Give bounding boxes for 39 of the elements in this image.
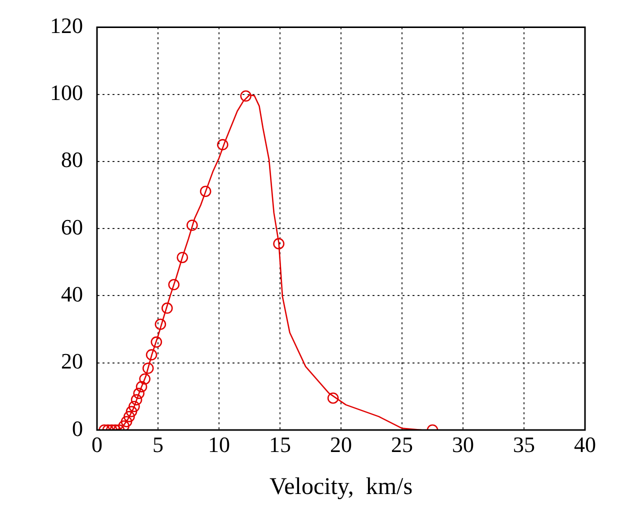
x-tick-label: 20 xyxy=(330,432,352,457)
x-tick-label: 30 xyxy=(452,432,474,457)
point xyxy=(146,349,158,360)
x-tick-label: 25 xyxy=(391,432,413,457)
x-tick-label: 0 xyxy=(92,432,102,457)
x-axis-title: Velocity, km/s xyxy=(269,474,413,500)
x-tick-label: 15 xyxy=(269,432,291,457)
point xyxy=(217,139,228,150)
point xyxy=(240,90,252,102)
point xyxy=(124,410,135,422)
point xyxy=(130,394,142,406)
point xyxy=(186,220,198,231)
y-tick-label: 80 xyxy=(61,147,83,172)
point xyxy=(154,318,166,330)
point xyxy=(327,392,339,404)
y-tick-label: 60 xyxy=(61,214,83,240)
point xyxy=(150,336,162,348)
y-tick-label: 0 xyxy=(72,416,83,441)
point xyxy=(142,362,154,374)
point xyxy=(128,400,140,412)
y-tick-label: 120 xyxy=(50,12,83,38)
y-tick-label: 40 xyxy=(61,282,83,307)
y-tick-label: 20 xyxy=(61,348,83,374)
point xyxy=(162,302,173,314)
x-tick-label: 10 xyxy=(208,432,230,457)
point xyxy=(133,388,144,400)
y-tick-label: 100 xyxy=(50,80,83,106)
point xyxy=(126,406,138,418)
point xyxy=(118,420,130,430)
point xyxy=(176,252,188,264)
x-tick-label: 5 xyxy=(152,432,164,457)
point xyxy=(136,381,148,392)
point xyxy=(120,416,132,428)
point xyxy=(200,186,212,197)
point xyxy=(168,279,180,290)
x-tick-label: 35 xyxy=(513,432,535,457)
point xyxy=(139,373,150,385)
point xyxy=(273,238,284,250)
x-tick-label: 40 xyxy=(574,432,596,457)
